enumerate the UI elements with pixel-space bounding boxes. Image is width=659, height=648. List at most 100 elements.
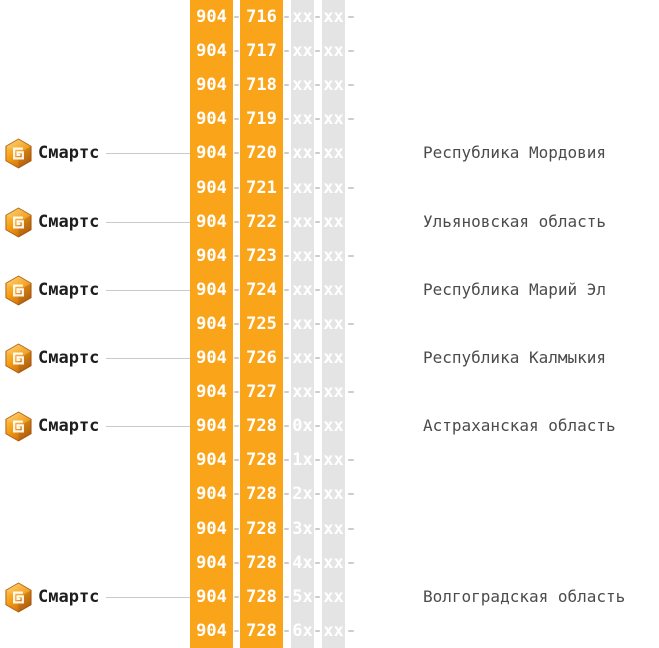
code-cell-block1: xx xyxy=(292,143,313,164)
number-range-row: 904 728 4x xx xyxy=(0,546,659,580)
operator-connector-line xyxy=(106,358,190,360)
code-cell-block2: xx xyxy=(323,7,344,27)
code-cell-prefix: 728 xyxy=(246,552,277,573)
number-range-row: 904 728 6x xx xyxy=(0,614,659,648)
smarts-logo-icon xyxy=(4,582,33,617)
code-cell-prefix: 721 xyxy=(246,177,277,198)
region-label[interactable]: Республика Марий Эл xyxy=(423,279,607,299)
operator-label[interactable]: Смартс xyxy=(38,211,100,232)
dash-separator xyxy=(284,391,289,394)
code-cell-block2: xx xyxy=(323,518,344,539)
dash-separator xyxy=(348,459,354,462)
smarts-logo-icon xyxy=(4,138,33,173)
region-label[interactable]: Ульяновская область xyxy=(423,211,607,231)
number-range-row: 904 727 xx xx xyxy=(0,375,659,409)
code-cell-block1: xx xyxy=(292,279,313,300)
code-cell-def: 904 xyxy=(196,7,227,27)
code-cell-def: 904 xyxy=(196,177,227,198)
dash-separator xyxy=(348,527,354,530)
operator-label[interactable]: Смартс xyxy=(38,143,100,164)
dash-separator xyxy=(315,152,320,155)
code-cell-def: 904 xyxy=(196,211,227,232)
dash-separator xyxy=(284,50,289,53)
code-cell-block1: 4x xyxy=(292,552,313,573)
dash-separator xyxy=(284,84,289,87)
dash-separator xyxy=(348,84,354,87)
operator-cell[interactable]: Смартс xyxy=(0,409,190,443)
code-cell-prefix: 722 xyxy=(246,211,277,232)
code-cell-block2: xx xyxy=(323,279,344,300)
operator-label[interactable]: Смартс xyxy=(38,586,100,607)
smarts-logo-icon xyxy=(4,343,33,378)
region-label[interactable]: Астраханская область xyxy=(423,416,616,436)
dash-separator xyxy=(315,220,320,223)
dash-separator xyxy=(348,118,354,121)
dash-separator xyxy=(284,288,289,291)
dash-separator xyxy=(315,391,320,394)
number-range-row: Смартс 904 720 xx xx Республика Мордовия xyxy=(0,136,659,170)
code-cell-prefix: 719 xyxy=(246,109,277,130)
code-cell-block2: xx xyxy=(323,245,344,266)
dash-separator xyxy=(234,118,239,121)
code-cell-def: 904 xyxy=(196,75,227,96)
dash-separator xyxy=(284,561,289,564)
number-range-row: 904 716 xx xx xyxy=(0,0,659,34)
region-cell: Республика Марий Эл xyxy=(348,273,659,307)
column-bar-x2 xyxy=(322,0,345,648)
operator-cell[interactable]: Смартс xyxy=(0,580,190,614)
dash-separator xyxy=(315,425,320,428)
code-cell-block1: xx xyxy=(292,41,313,62)
operator-label[interactable]: Смартс xyxy=(38,416,100,437)
operator-connector-line xyxy=(106,289,190,291)
dash-separator xyxy=(348,186,354,189)
code-cell-block2: xx xyxy=(323,620,344,641)
dash-separator xyxy=(284,493,289,496)
operator-cell[interactable]: Смартс xyxy=(0,273,190,307)
region-label[interactable]: Волгоградская область xyxy=(423,586,626,606)
operator-cell[interactable]: Смартс xyxy=(0,205,190,239)
code-cell-block1: xx xyxy=(292,177,313,198)
dash-separator xyxy=(234,220,239,223)
region-cell: Астраханская область xyxy=(348,409,659,443)
operator-connector-line xyxy=(106,426,190,428)
number-range-row: Смартс 904 726 xx xx Республика Калмыкия xyxy=(0,341,659,375)
dash-separator xyxy=(315,84,320,87)
code-cell-def: 904 xyxy=(196,518,227,539)
operator-connector-line xyxy=(106,596,190,598)
number-range-row: 904 719 xx xx xyxy=(0,102,659,136)
dash-separator xyxy=(348,629,354,632)
region-cell: Республика Калмыкия xyxy=(348,341,659,375)
number-range-row: Смартс 904 724 xx xx Республика Марий Эл xyxy=(0,273,659,307)
operator-cell[interactable]: Смартс xyxy=(0,341,190,375)
code-cell-block1: xx xyxy=(292,109,313,130)
dash-separator xyxy=(348,254,354,257)
dash-separator xyxy=(315,16,320,18)
code-cell-prefix: 728 xyxy=(246,416,277,437)
number-range-row: 904 723 xx xx xyxy=(0,239,659,273)
dash-separator xyxy=(315,186,320,189)
region-label[interactable]: Республика Калмыкия xyxy=(423,348,607,368)
operator-cell[interactable]: Смартс xyxy=(0,136,190,170)
region-label[interactable]: Республика Мордовия xyxy=(423,143,607,163)
code-cell-prefix: 728 xyxy=(246,484,277,505)
dash-separator xyxy=(284,357,289,360)
code-cell-prefix: 718 xyxy=(246,75,277,96)
dash-separator xyxy=(234,186,239,189)
number-range-row: 904 718 xx xx xyxy=(0,68,659,102)
code-cell-def: 904 xyxy=(196,382,227,403)
dash-separator xyxy=(315,527,320,530)
dash-separator xyxy=(234,16,239,18)
dash-separator xyxy=(234,288,239,291)
code-cell-block1: 1x xyxy=(292,450,313,471)
code-cell-block2: xx xyxy=(323,41,344,62)
dash-separator xyxy=(315,561,320,564)
operator-label[interactable]: Смартс xyxy=(38,348,100,369)
dash-separator xyxy=(284,186,289,189)
column-bar-904 xyxy=(190,0,233,648)
dash-separator xyxy=(284,629,289,632)
operator-label[interactable]: Смартс xyxy=(38,279,100,300)
code-cell-prefix: 720 xyxy=(246,143,277,164)
dash-separator xyxy=(234,254,239,257)
dash-separator xyxy=(284,322,289,325)
code-cell-def: 904 xyxy=(196,586,227,607)
